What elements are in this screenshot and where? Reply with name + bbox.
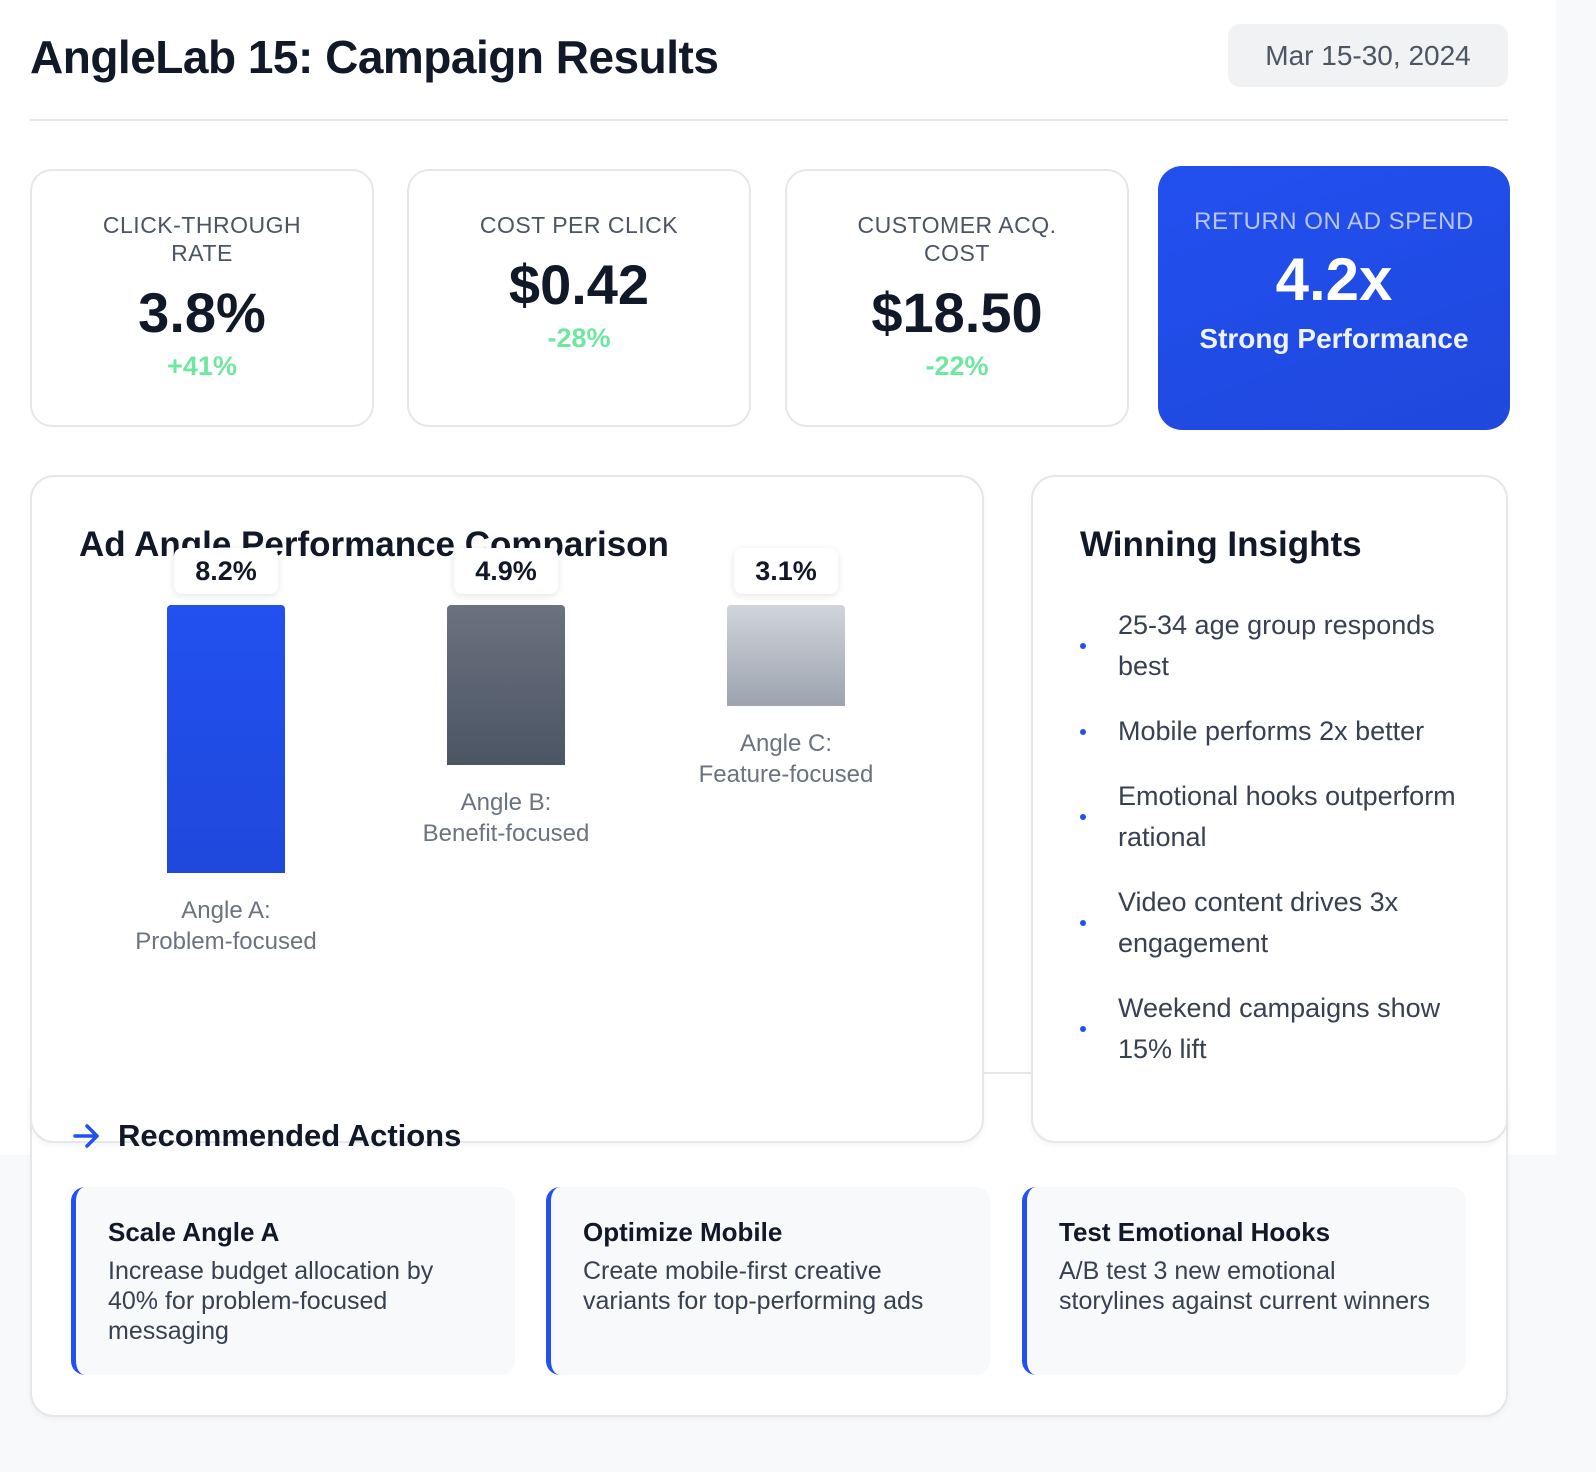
kpi-change: -22% (925, 351, 989, 381)
bar-value-label: 8.2% (174, 548, 278, 594)
kpi-label: CLICK-THROUGH RATE (102, 212, 302, 266)
kpi-value: $0.42 (508, 253, 650, 316)
roas-status: Strong Performance (1199, 323, 1469, 354)
actions-header: Recommended Actions (72, 1118, 461, 1154)
bar[interactable] (727, 605, 845, 707)
kpi-card-cac: CUSTOMER ACQ. COST $18.50 -22% (785, 169, 1129, 427)
insight-item: 25-34 age group responds best (1080, 605, 1480, 687)
bar[interactable] (167, 605, 285, 874)
insight-item: Mobile performs 2x better (1080, 711, 1480, 752)
insight-text: 25-34 age group responds best (1118, 610, 1435, 681)
insights-title: Winning Insights (1080, 525, 1362, 564)
insight-item: Video content drives 3x engagement (1080, 882, 1480, 964)
bar-category-label: Angle A: Problem-focused (135, 897, 317, 956)
chart-title: Ad Angle Performance Comparison (79, 525, 669, 564)
insight-text: Weekend campaigns show 15% lift (1118, 993, 1441, 1064)
kpi-change: +41% (167, 351, 237, 381)
action-card[interactable]: Test Emotional Hooks A/B test 3 new emoti… (1022, 1187, 1466, 1375)
insight-text: Video content drives 3x engagement (1118, 887, 1399, 958)
kpi-card-cpc: COST PER CLICK $0.42 -28% (407, 169, 751, 427)
kpi-value: 3.8% (138, 281, 266, 344)
insights-panel (1031, 475, 1508, 1143)
insight-item: Weekend campaigns show 15% lift (1080, 988, 1480, 1070)
kpi-value: $18.50 (871, 281, 1043, 344)
bullet-icon (1080, 920, 1086, 926)
bar-category-label: Angle B: Benefit-focused (422, 789, 590, 848)
action-title: Optimize Mobile (583, 1217, 783, 1247)
kpi-card-roas: RETURN ON AD SPEND 4.2x Strong Performan… (1158, 166, 1510, 430)
action-desc: Create mobile-first creative variants fo… (583, 1257, 924, 1315)
page-title: AngleLab 15: Campaign Results (30, 31, 719, 83)
kpi-card-ctr: CLICK-THROUGH RATE 3.8% +41% (30, 169, 374, 427)
bullet-icon (1080, 814, 1086, 820)
insight-item: Emotional hooks outperform rational (1080, 776, 1480, 858)
bar-value-label: 3.1% (734, 548, 838, 594)
bar-category-label: Angle C: Feature-focused (698, 730, 874, 789)
insight-text: Emotional hooks outperform rational (1118, 781, 1456, 852)
action-title: Scale Angle A (108, 1217, 280, 1247)
insight-text: Mobile performs 2x better (1118, 716, 1425, 746)
bullet-icon (1080, 643, 1086, 649)
kpi-change: -28% (547, 323, 611, 353)
bar-value-label: 4.9% (454, 548, 558, 594)
kpi-label: CUSTOMER ACQ. COST (857, 212, 1057, 266)
action-card[interactable]: Scale Angle A Increase budget allocation … (71, 1187, 515, 1375)
bullet-icon (1080, 728, 1086, 735)
actions-title: Recommended Actions (118, 1118, 462, 1153)
arrow-right-icon (73, 1124, 99, 1148)
bullet-icon (1080, 1026, 1086, 1032)
roas-value: 4.2x (1275, 246, 1393, 313)
bar[interactable] (447, 605, 565, 766)
action-desc: Increase budget allocation by 40% for pr… (108, 1257, 434, 1345)
kpi-label: COST PER CLICK (479, 212, 679, 238)
action-title: Test Emotional Hooks (1059, 1217, 1331, 1247)
header-divider (30, 119, 1508, 121)
roas-label: RETURN ON AD SPEND (1194, 208, 1474, 235)
action-card[interactable]: Optimize Mobile Create mobile-first creat… (546, 1187, 990, 1375)
date-range-badge[interactable]: Mar 15-30, 2024 (1228, 24, 1508, 87)
action-desc: A/B test 3 new emotional storylines agai… (1059, 1257, 1430, 1315)
